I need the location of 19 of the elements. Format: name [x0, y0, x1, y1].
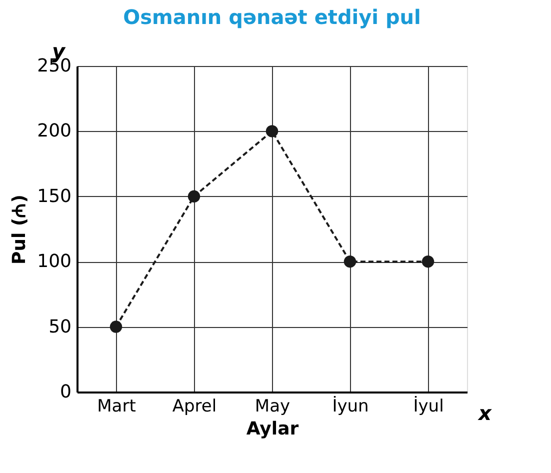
- y-axis-title: Pul (₼): [9, 194, 30, 264]
- x-tick-label: Aprel: [172, 396, 217, 416]
- x-tick-label: Mart: [97, 396, 136, 416]
- x-tick-label: İyun: [332, 396, 369, 416]
- point: [266, 125, 278, 138]
- point: [110, 320, 122, 333]
- point: [422, 255, 434, 268]
- x-tick-label: İyul: [413, 396, 444, 416]
- point: [188, 190, 200, 203]
- y-tick-label: 200: [37, 120, 72, 142]
- point: [344, 255, 356, 268]
- y-tick-label: 50: [48, 316, 72, 338]
- text: x: [478, 401, 493, 425]
- x-tick-label: May: [254, 396, 290, 416]
- y-tick-label: 150: [37, 186, 72, 207]
- chart-title: Osmanın qənaət etdiyi pul: [123, 5, 421, 29]
- y-tick-label: 100: [37, 251, 72, 272]
- x-axis-title: Aylar: [246, 418, 299, 440]
- y-tick-label: 0: [60, 382, 72, 402]
